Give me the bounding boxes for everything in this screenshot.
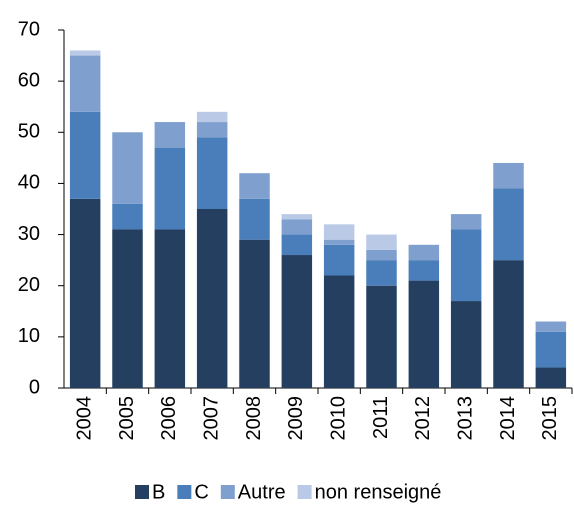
bar-segment — [493, 260, 524, 388]
y-tick-label: 50 — [18, 121, 40, 143]
bar-segment — [408, 260, 440, 281]
bar-segment — [196, 122, 228, 138]
bar-segment — [281, 214, 313, 220]
legend-swatch — [297, 485, 312, 499]
bar-segment — [366, 249, 397, 261]
bar-segment — [239, 198, 270, 240]
legend-label: C — [194, 481, 208, 503]
bar-segment — [408, 244, 440, 261]
legend-swatch — [135, 485, 149, 499]
bar-segment — [69, 111, 101, 199]
y-tick-label: 30 — [18, 223, 40, 245]
bar-segment — [450, 214, 482, 230]
x-tick-label: 2015 — [539, 396, 561, 441]
bar-segment — [535, 367, 567, 388]
bar-segment — [69, 55, 101, 112]
bar-segment — [493, 162, 524, 189]
x-tick-label: 2008 — [243, 396, 265, 441]
bar-segment — [281, 234, 313, 256]
bar-segment — [239, 173, 270, 199]
bar-segment — [493, 188, 524, 261]
bar-segment — [196, 111, 228, 123]
legend-swatch — [177, 485, 192, 499]
legend-swatch — [220, 485, 235, 499]
bar-segment — [535, 331, 567, 368]
y-tick-label: 10 — [18, 325, 40, 347]
bar-segment — [154, 147, 186, 230]
legend-label: Autre — [238, 481, 286, 503]
bar-segment — [154, 229, 186, 388]
bar-segment — [154, 122, 186, 148]
x-tick-label: 2010 — [327, 396, 349, 441]
bar-segment — [112, 203, 143, 230]
bar-segment — [196, 209, 228, 388]
bar-segment — [366, 234, 397, 250]
bar-segment — [281, 219, 313, 235]
legend-label: B — [152, 481, 165, 503]
x-tick-label: 2011 — [370, 396, 392, 439]
bar-segment — [323, 239, 355, 245]
bar-segment — [366, 285, 397, 388]
legend-label: non renseigné — [315, 481, 442, 503]
bar-segment — [69, 50, 101, 56]
bar-segment — [450, 301, 482, 388]
bar-segment — [112, 229, 143, 388]
bar-segment — [450, 229, 482, 302]
y-tick-label: 70 — [18, 18, 40, 40]
bar-segment — [323, 275, 355, 388]
bar-segment — [69, 198, 101, 388]
x-tick-label: 2006 — [158, 396, 180, 441]
bar-segment — [239, 239, 270, 388]
bar-segment — [323, 244, 355, 276]
bar-segment — [112, 132, 143, 204]
y-tick-label: 20 — [18, 274, 40, 296]
y-tick-label: 0 — [29, 376, 40, 398]
bar-segment — [281, 255, 313, 388]
bar-segment — [535, 321, 567, 332]
x-tick-label: 2005 — [116, 396, 138, 441]
x-tick-label: 2004 — [73, 396, 95, 441]
x-tick-label: 2014 — [497, 396, 519, 441]
bar-segment — [366, 260, 397, 286]
bar-segment — [408, 280, 440, 388]
x-tick-label: 2012 — [412, 396, 434, 441]
x-tick-label: 2007 — [200, 396, 222, 441]
x-tick-label: 2009 — [285, 396, 307, 441]
y-tick-label: 60 — [18, 69, 40, 91]
y-tick-label: 40 — [18, 172, 40, 194]
x-tick-label: 2013 — [454, 396, 476, 441]
bar-segment — [196, 137, 228, 209]
bar-segment — [323, 224, 355, 240]
